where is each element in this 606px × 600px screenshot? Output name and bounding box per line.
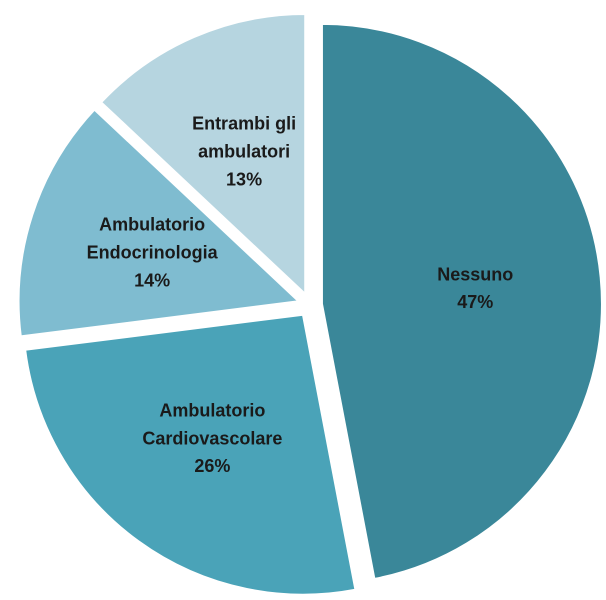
slice-label: Ambulatorio Endocrinologia xyxy=(87,214,219,262)
slice-label-line: Ambulatorio xyxy=(159,400,265,420)
slice-value-label: 26% xyxy=(194,456,230,476)
pie-slice xyxy=(99,12,307,297)
slice-value-label: 13% xyxy=(226,169,262,189)
slice-label-line: Ambulatorio xyxy=(99,214,205,234)
slice-label: Entrambi gli ambulatori xyxy=(192,113,296,161)
pie-slice xyxy=(320,22,603,581)
slice-label-line: Nessuno xyxy=(437,264,513,284)
slice-label-line: ambulatori xyxy=(198,141,290,161)
slice-label: Nessuno xyxy=(437,264,513,284)
slice-label-line: Endocrinologia xyxy=(87,242,219,262)
slice-label: Ambulatorio Cardiovascolare xyxy=(142,400,282,448)
pie-slice xyxy=(17,108,301,338)
slice-label-line: Cardiovascolare xyxy=(142,428,282,448)
slice-value-label: 47% xyxy=(457,292,493,312)
slice-label-line: Entrambi gli xyxy=(192,113,296,133)
slice-value-label: 14% xyxy=(134,270,170,290)
pie-slice xyxy=(24,313,357,596)
